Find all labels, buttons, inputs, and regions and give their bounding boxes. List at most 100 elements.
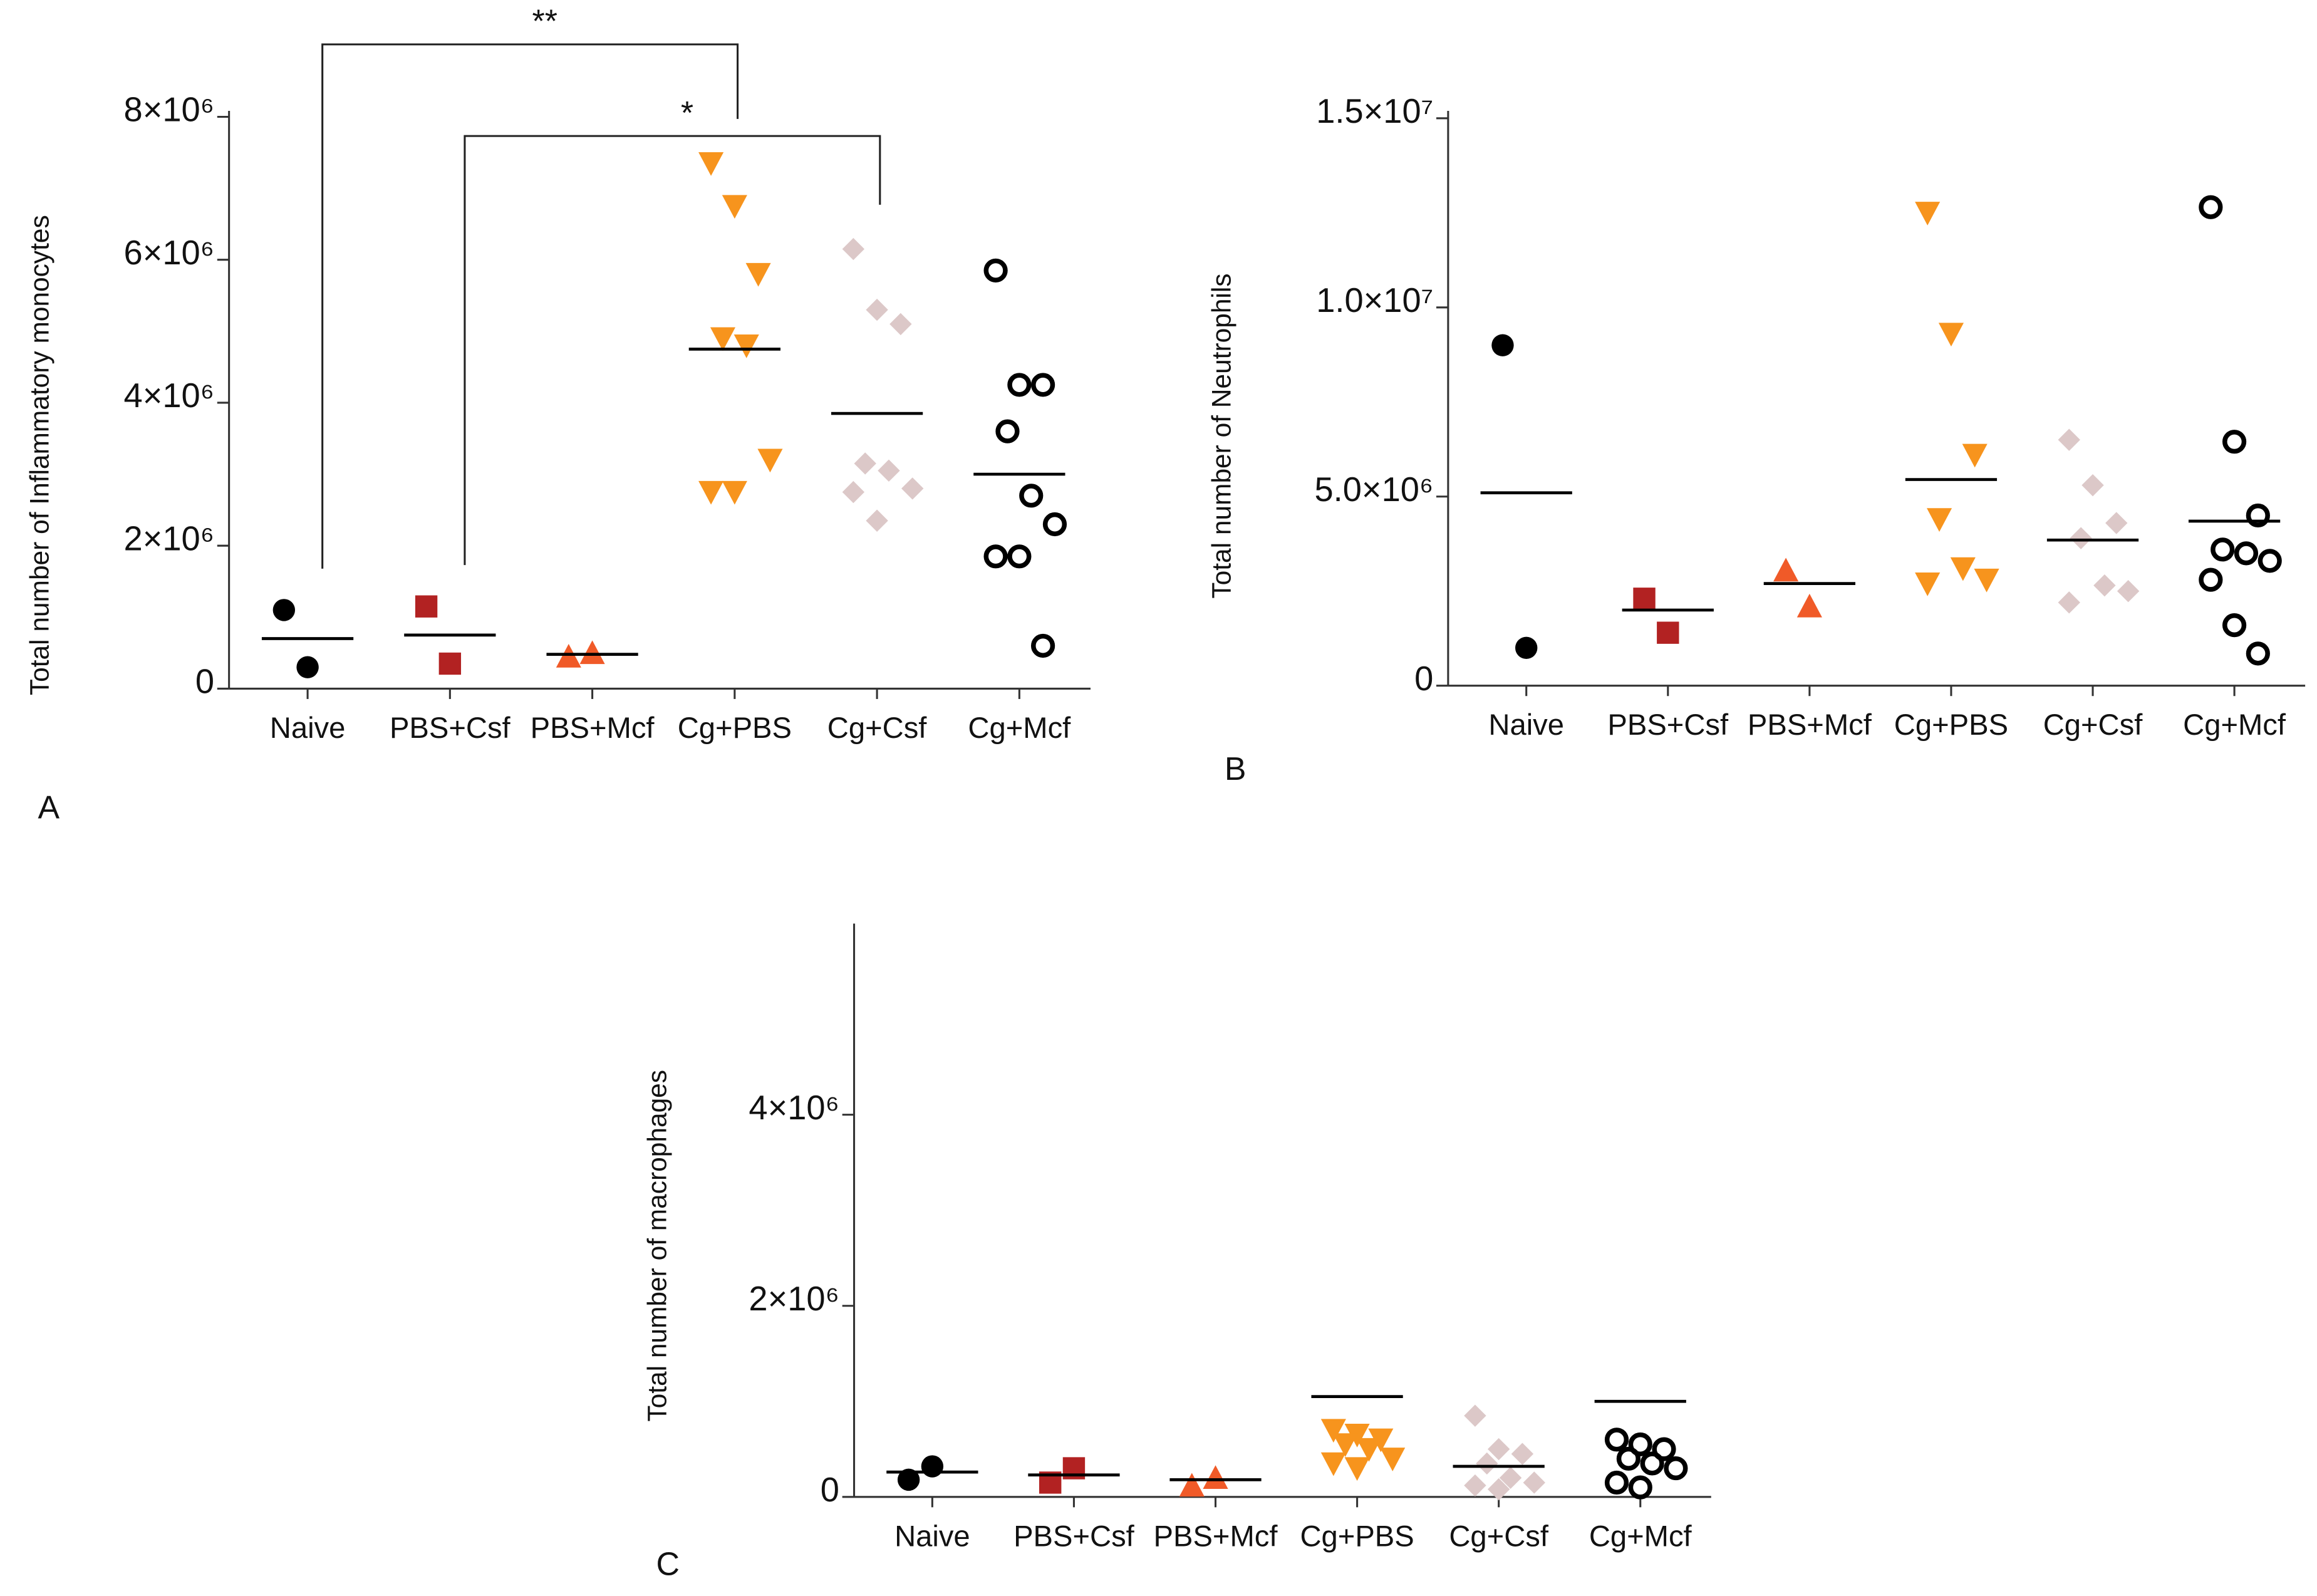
y-tick-label: 0 [821,1471,839,1509]
point [878,459,900,482]
point [1464,1404,1486,1427]
x-tick-label: Cg+PBS [678,711,792,744]
point [1915,202,1941,225]
point [745,262,771,287]
point [1604,1470,1629,1495]
significance-label: * [681,95,693,131]
y-tick-label: 6×10⁶ [124,234,215,272]
point [2234,541,2259,566]
point [1974,568,1999,593]
point [722,480,747,505]
point [722,195,747,219]
point [1962,443,1988,468]
point [698,152,724,176]
point [415,595,438,618]
y-tick-label: 2×10⁶ [124,520,215,557]
point [1633,588,1656,610]
point [2105,512,2128,534]
significance-label: ** [532,3,557,39]
point [1380,1448,1406,1471]
y-tick-label: 8×10⁶ [124,91,215,129]
point [1332,1433,1358,1457]
point [1773,557,1799,582]
significance-bracket [464,135,881,566]
point [866,509,888,532]
point [438,652,462,675]
point [2199,195,2223,219]
point [579,640,605,665]
point [842,237,865,261]
point [889,313,912,336]
point [1476,1452,1498,1475]
point [1203,1465,1228,1490]
point [1320,1452,1346,1476]
point [921,1455,944,1478]
point [2222,613,2247,638]
point [1491,334,1514,356]
point [1640,1451,1664,1476]
y-tick-label: 5.0×10⁶ [1315,471,1434,509]
point [1628,1432,1652,1457]
point [1915,572,1941,596]
point [2093,574,2116,597]
significance-bracket [321,43,739,569]
x-tick-label: Cg+Mcf [1589,1519,1692,1552]
point [1657,621,1679,644]
point [1511,1443,1534,1465]
x-tick-label: PBS+Mcf [1154,1519,1278,1552]
x-tick-label: PBS+Mcf [531,711,655,744]
point [1487,1438,1510,1461]
point [2211,537,2235,562]
point [2246,641,2270,666]
point [757,448,783,473]
panel-label: A [38,789,60,826]
point [1344,1423,1370,1448]
y-tick-label: 0 [195,663,214,701]
y-tick-label: 2×10⁶ [749,1280,839,1318]
point [733,334,759,358]
x-tick-label: Cg+Mcf [2183,708,2286,741]
point [2058,428,2080,451]
point [2257,549,2282,573]
y-tick-label: 4×10⁶ [124,377,215,415]
point [1464,1474,1486,1497]
point [1007,373,1032,397]
point [2058,591,2080,614]
point [2117,580,2140,603]
point [983,258,1008,282]
point [296,656,319,678]
point [1356,1438,1382,1462]
point [1499,1466,1522,1490]
panel-label: C [656,1545,680,1582]
point [2222,430,2247,454]
x-tick-label: Cg+Csf [2043,708,2143,741]
point [897,1468,920,1491]
y-tick-label: 1.5×10⁷ [1316,93,1433,130]
x-tick-label: PBS+Mcf [1748,708,1872,741]
x-tick-label: PBS+Csf [390,711,511,744]
y-tick-label: 1.0×10⁷ [1316,282,1433,319]
x-tick-label: Naive [894,1519,970,1552]
point [1368,1428,1394,1453]
point [698,480,724,505]
point [1042,512,1067,537]
point [1927,508,1952,532]
point [272,599,296,621]
x-tick-label: Naive [270,711,346,744]
x-tick-label: PBS+Csf [1607,708,1729,741]
y-tick-label: 4×10⁶ [749,1089,839,1127]
point [1664,1456,1688,1481]
point [2070,527,2092,549]
y-axis-label: Total number of Neutrophils [1207,273,1236,598]
point [901,477,924,500]
point [2081,474,2104,497]
point [2199,567,2223,592]
point [1344,1457,1370,1481]
point [1179,1473,1205,1497]
point [710,327,736,351]
point [1030,373,1055,397]
x-tick-label: Cg+PBS [1894,708,2008,741]
point [1007,544,1032,569]
point [2246,503,2270,528]
